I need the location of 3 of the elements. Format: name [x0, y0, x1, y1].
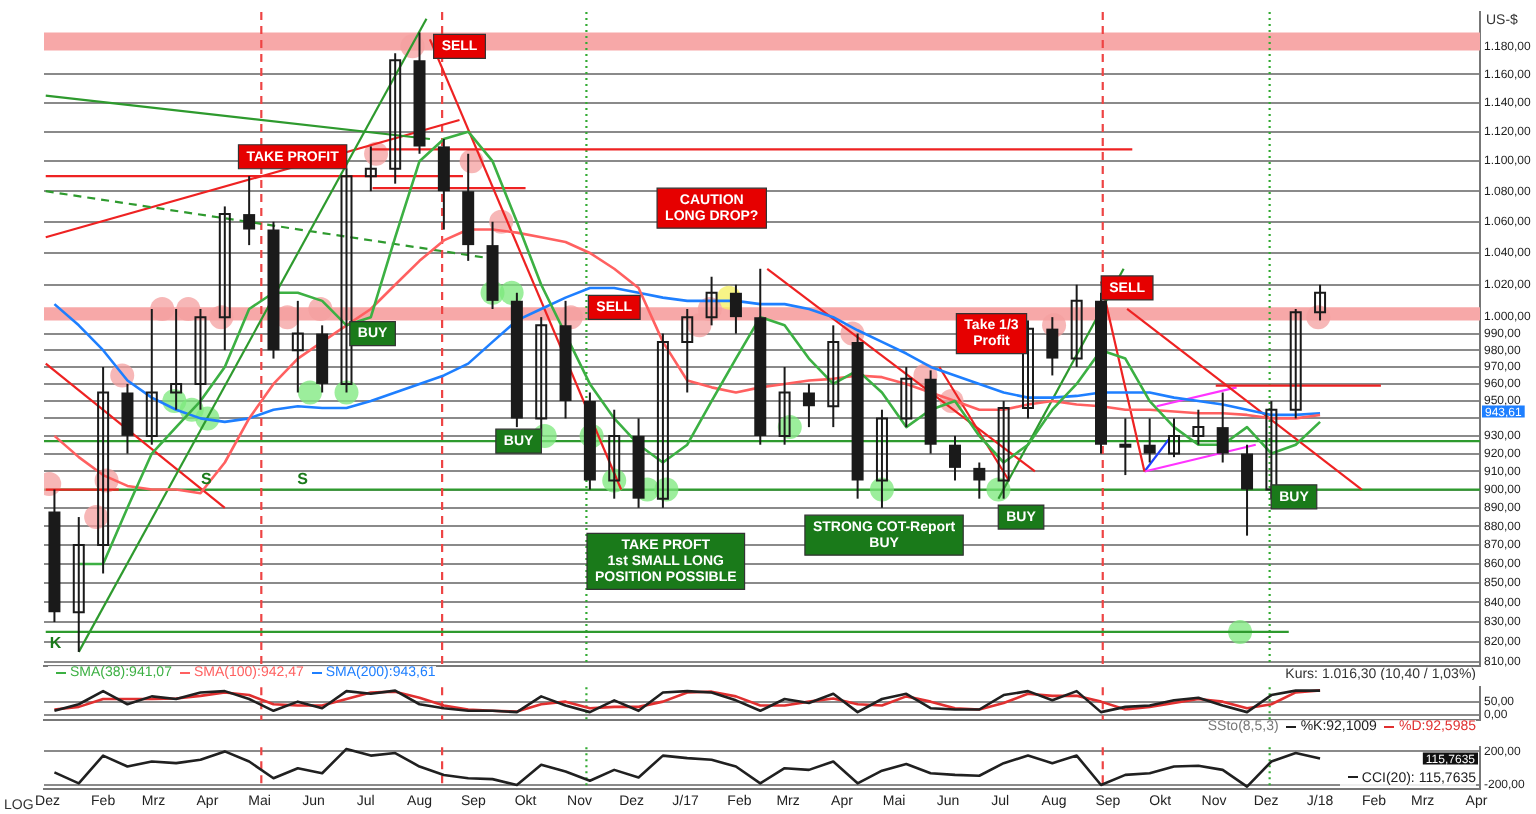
- annotation: K: [49, 633, 62, 652]
- annotation: S: [297, 470, 310, 489]
- annotation: S: [200, 470, 213, 489]
